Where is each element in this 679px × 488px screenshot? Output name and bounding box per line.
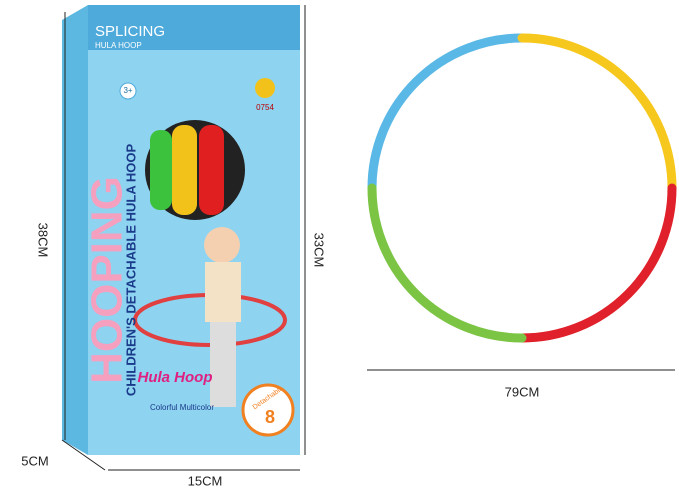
- box-depth: 5CM: [21, 453, 48, 468]
- hoop-diameter: 79CM: [505, 384, 540, 399]
- child: [205, 262, 241, 322]
- dimension-line: [61, 439, 106, 471]
- hoop: [367, 33, 677, 343]
- hoop-segment: [367, 33, 527, 193]
- badge: [241, 383, 295, 437]
- feature: Colorful Multicolor: [150, 403, 214, 412]
- front-text: CHILDREN'S DETACHABLE HULA HOOP: [123, 144, 138, 397]
- box-side: [62, 5, 88, 455]
- box-subtitle: HULA HOOP: [95, 41, 142, 50]
- hoop-segment: [517, 33, 677, 193]
- box-header: [88, 5, 300, 50]
- box-width: 15CM: [188, 473, 223, 488]
- badge-number: 8: [265, 407, 275, 427]
- box-height: 38CM: [36, 223, 51, 258]
- hoop-piece: [199, 125, 224, 215]
- hoop-piece: [150, 130, 172, 210]
- child: [204, 227, 240, 263]
- logo: Hula Hoop: [138, 369, 213, 386]
- brand-logo: [255, 78, 275, 98]
- hoop-piece: [172, 125, 197, 215]
- box-inner-height: 33CM: [312, 233, 327, 268]
- code: 0754: [256, 103, 274, 112]
- box-title: SPLICING: [95, 23, 165, 40]
- age: 3+: [123, 86, 132, 95]
- side-text: HOOPING: [83, 176, 132, 384]
- hoop-segment: [517, 183, 677, 343]
- hoop-segment: [367, 183, 527, 343]
- child: [210, 322, 236, 407]
- age-badge: [119, 82, 137, 100]
